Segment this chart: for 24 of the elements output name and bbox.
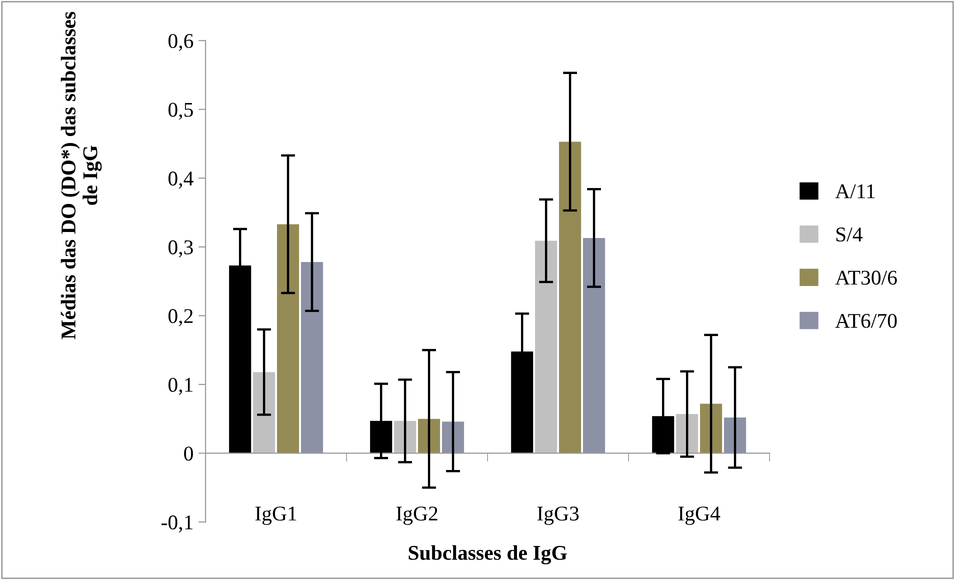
bar	[559, 142, 582, 454]
y-tick-label: 0	[184, 446, 193, 461]
legend-label: AT6/70	[835, 314, 897, 328]
y-tick-label: 0,2	[168, 309, 193, 326]
x-tick-label: IgG2	[396, 506, 438, 525]
legend-label: A/11	[835, 184, 875, 198]
y-tick-label: 0,1	[168, 378, 192, 395]
bar	[582, 238, 606, 454]
x-axis-title: Subclasses de IgG	[408, 545, 567, 564]
legend-label: S/4	[836, 228, 862, 242]
y-axis-title: Médias das DO (DO*) das subclasses de IgG	[60, 12, 102, 340]
x-tick-label: IgG4	[678, 506, 720, 525]
bar	[535, 240, 558, 454]
legend-label: AT30/6	[835, 270, 897, 285]
y-tick-label: 0,4	[168, 172, 194, 189]
bar	[277, 224, 300, 454]
x-tick-label: IgG3	[537, 506, 579, 525]
y-tick-label: 0,3	[168, 240, 193, 258]
bar	[300, 262, 324, 454]
bar	[253, 372, 276, 454]
x-tick-label: IgG1	[255, 506, 296, 525]
y-tick-label: 0,5	[168, 102, 193, 120]
y-tick-label: -0,1	[162, 515, 192, 532]
y-tick-label: 0,6	[168, 34, 194, 52]
